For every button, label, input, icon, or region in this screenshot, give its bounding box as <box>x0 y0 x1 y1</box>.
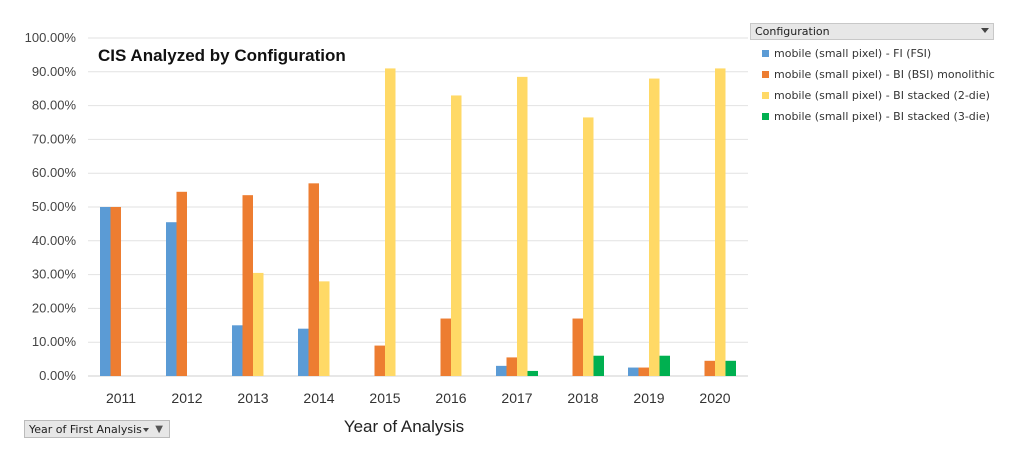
legend-header-label: Configuration <box>755 25 830 38</box>
bar <box>110 207 121 376</box>
y-tick-label: 90.00% <box>32 64 77 79</box>
legend-item[interactable]: mobile (small pixel) - FI (FSI) <box>762 43 995 64</box>
bar <box>715 68 726 377</box>
y-axis: 0.00% 10.00% 20.00% 30.00% 40.00% 50.00% 60.00… <box>25 30 77 383</box>
y-tick-label: 20.00% <box>32 300 77 315</box>
legend-swatch <box>762 113 769 120</box>
legend-swatch <box>762 92 769 99</box>
bar <box>506 357 517 376</box>
legend-label: mobile (small pixel) - BI (BSI) monolith… <box>774 68 995 81</box>
x-tick-label: 2013 <box>237 390 268 406</box>
bar <box>593 355 604 376</box>
x-tick-label: 2020 <box>699 390 730 406</box>
bar <box>517 76 528 377</box>
legend-swatch <box>762 50 769 57</box>
y-tick-label: 30.00% <box>32 267 77 282</box>
bars <box>100 68 736 377</box>
bar <box>176 191 187 376</box>
legend-label: mobile (small pixel) - BI stacked (3-die… <box>774 110 990 123</box>
bar <box>298 328 309 376</box>
x-axis: 2011 2012 2013 2014 2015 2016 2017 2018 2019 2020 <box>106 390 731 406</box>
legend-swatch <box>762 71 769 78</box>
bar <box>659 355 670 376</box>
y-tick-label: 50.00% <box>32 199 77 214</box>
bar <box>704 360 715 376</box>
bar <box>100 207 111 376</box>
bar <box>440 318 451 376</box>
y-tick-label: 10.00% <box>32 334 77 349</box>
y-tick-label: 40.00% <box>32 233 77 248</box>
x-tick-label: 2018 <box>567 390 598 406</box>
legend-item[interactable]: mobile (small pixel) - BI stacked (2-die… <box>762 85 995 106</box>
y-tick-label: 80.00% <box>32 98 77 113</box>
bar <box>232 325 243 376</box>
y-tick-label: 70.00% <box>32 131 77 146</box>
x-tick-label: 2011 <box>106 390 136 406</box>
bar <box>308 183 319 376</box>
chart-title: CIS Analyzed by Configuration <box>98 46 346 65</box>
x-tick-label: 2015 <box>369 390 400 406</box>
legend-item[interactable]: mobile (small pixel) - BI stacked (3-die… <box>762 106 995 127</box>
x-axis-label: Year of Analysis <box>344 417 464 436</box>
bar <box>628 367 639 376</box>
y-tick-label: 0.00% <box>39 368 76 383</box>
bar <box>638 367 649 376</box>
bar <box>583 117 594 377</box>
bar <box>496 365 507 376</box>
bar <box>374 345 385 376</box>
bar <box>527 370 538 376</box>
bar <box>451 95 462 377</box>
x-tick-label: 2017 <box>501 390 532 406</box>
bar <box>242 195 253 376</box>
x-tick-label: 2014 <box>303 390 334 406</box>
legend-header[interactable]: Configuration <box>750 23 994 40</box>
bar <box>319 281 330 376</box>
x-tick-label: 2016 <box>435 390 466 406</box>
legend-label: mobile (small pixel) - FI (FSI) <box>774 47 932 60</box>
gridlines <box>88 37 748 377</box>
bar <box>253 272 264 376</box>
bar <box>572 318 583 376</box>
bar <box>385 68 396 377</box>
bar <box>725 360 736 376</box>
x-tick-label: 2012 <box>171 390 202 406</box>
bar <box>649 78 660 376</box>
year-filter-button[interactable]: Year of First Analysis ▼ <box>24 420 170 438</box>
chevron-down-icon[interactable] <box>143 428 149 432</box>
year-filter-label: Year of First Analysis <box>29 423 142 436</box>
funnel-icon[interactable]: ▼ <box>155 424 163 435</box>
x-tick-label: 2019 <box>633 390 664 406</box>
legend-label: mobile (small pixel) - BI stacked (2-die… <box>774 89 990 102</box>
bar <box>166 222 177 376</box>
chevron-down-icon[interactable] <box>981 28 989 33</box>
y-tick-label: 60.00% <box>32 165 77 180</box>
legend-item[interactable]: mobile (small pixel) - BI (BSI) monolith… <box>762 64 995 85</box>
legend: mobile (small pixel) - FI (FSI) mobile (s… <box>762 43 995 127</box>
y-tick-label: 100.00% <box>25 30 77 45</box>
